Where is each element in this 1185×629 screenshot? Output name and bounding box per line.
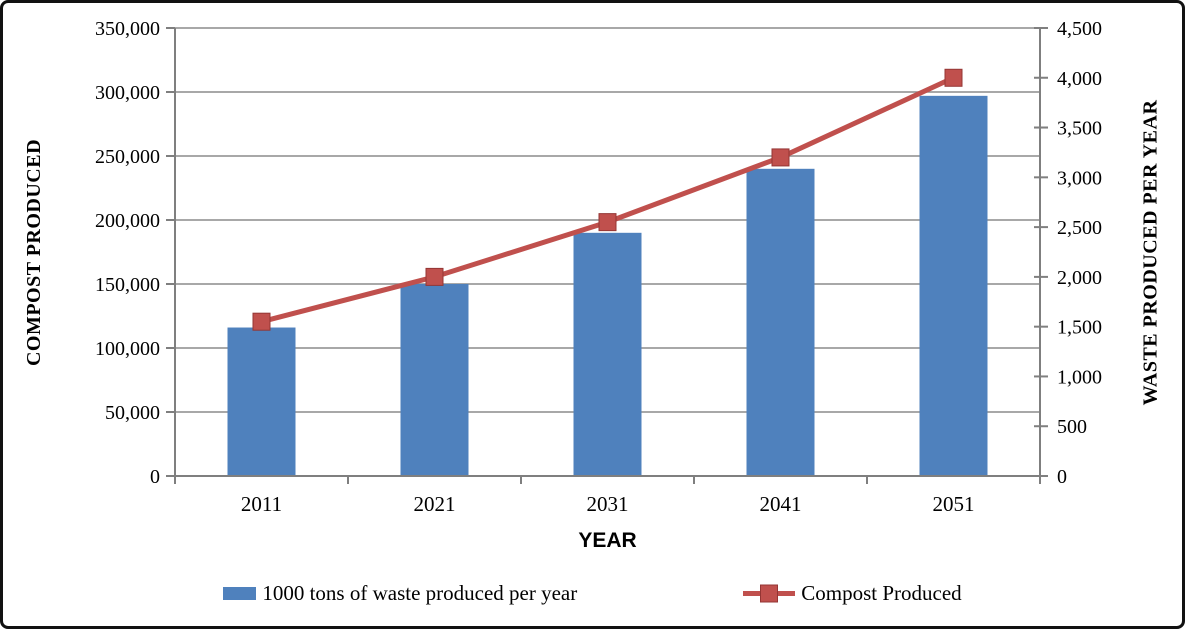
line-marker-2021 (425, 267, 444, 286)
legend-bar-swatch-icon (223, 586, 257, 600)
x-tick-label: 2051 (933, 492, 975, 516)
y-left-tick-label: 150,000 (95, 274, 160, 296)
x-tick-label: 2011 (241, 492, 282, 516)
y-left-tick-label: 350,000 (95, 18, 160, 40)
line-marker-2041 (771, 148, 790, 167)
y-left-tick-label: 100,000 (95, 338, 160, 360)
y-left-tick-label: 300,000 (95, 82, 160, 104)
legend-item-compost: Compost Produced (743, 580, 962, 606)
bar-2031 (573, 232, 642, 476)
x-tick-label: 2031 (587, 492, 629, 516)
y-right-tick-label: 3,000 (1057, 167, 1102, 189)
y-right-tick-label: 500 (1057, 416, 1087, 438)
x-tick-label: 2021 (414, 492, 456, 516)
legend-line-swatch-icon (743, 584, 796, 602)
x-tick-label: 2041 (760, 492, 802, 516)
chart-plot-area: 0 50,000 100,000 150,000 200,000 250,000 300,0… (95, 18, 1102, 516)
legend-label-waste: 1000 tons of waste produced per year (262, 580, 578, 605)
y-left-tick-label: 0 (150, 466, 160, 488)
line-marker-2051 (944, 68, 963, 87)
bar-2011 (227, 327, 296, 476)
bar-2021 (400, 284, 469, 476)
y-left-tick-label: 50,000 (105, 402, 160, 424)
y-right-tick-label: 2,000 (1057, 267, 1102, 289)
y-right-tick-label: 4,500 (1057, 18, 1102, 40)
y-left-tick-label: 200,000 (95, 210, 160, 232)
line-marker-2031 (598, 213, 617, 232)
legend: 1000 tons of waste produced per year Com… (3, 575, 1182, 611)
legend-item-waste: 1000 tons of waste produced per year (223, 581, 577, 606)
x-axis-title: YEAR (578, 529, 637, 552)
y-right-tick-label: 0 (1057, 466, 1067, 488)
y-right-tick-label: 3,500 (1057, 118, 1102, 140)
legend-label-compost: Compost Produced (801, 580, 962, 605)
y-left-tick-label: 250,000 (95, 146, 160, 168)
bar-2041 (746, 168, 815, 477)
line-marker-2011 (252, 312, 271, 331)
y-right-tick-label: 4,000 (1057, 68, 1102, 90)
y-right-tick-label: 1,500 (1057, 317, 1102, 339)
y-right-tick-label: 2,500 (1057, 217, 1102, 239)
y-right-tick-label: 1,000 (1057, 366, 1102, 388)
bar-2051 (919, 95, 988, 476)
